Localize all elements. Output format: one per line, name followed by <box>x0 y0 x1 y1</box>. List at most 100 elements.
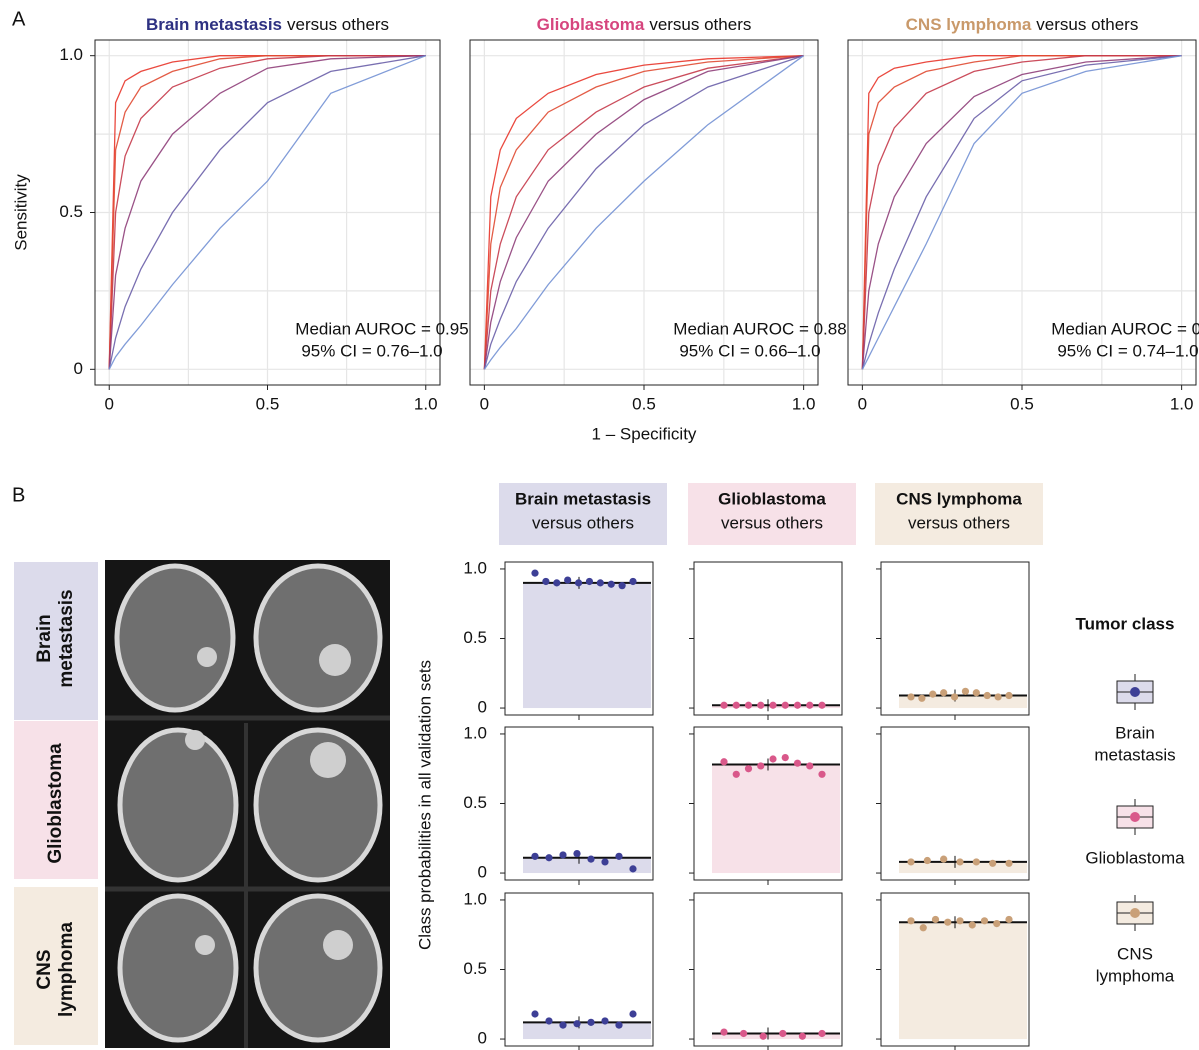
median-bar <box>712 764 840 874</box>
point <box>781 754 789 762</box>
y-tick-label: 1.0 <box>59 45 83 64</box>
point <box>956 858 964 866</box>
point <box>732 770 740 778</box>
title-class: Glioblastoma <box>537 15 645 34</box>
row-label: lymphoma <box>56 922 77 1017</box>
point <box>818 1029 826 1038</box>
y-axis-label: Sensitivity <box>11 174 30 251</box>
roc-curve <box>861 55 1182 370</box>
point <box>806 762 814 770</box>
point <box>585 577 594 586</box>
point <box>759 1032 767 1040</box>
point <box>720 701 728 709</box>
point <box>793 759 802 767</box>
point <box>607 580 615 588</box>
point <box>983 691 991 700</box>
column-subheader: versus others <box>721 513 823 532</box>
point <box>629 577 637 586</box>
y-axis-label: Class probabilities in all validation se… <box>415 660 434 950</box>
point <box>720 1028 728 1036</box>
column-header: Brain metastasis <box>515 489 651 508</box>
point <box>564 576 572 584</box>
point <box>907 693 915 701</box>
y-tick-label: 0.5 <box>463 793 487 812</box>
annotation: Median AUROC = 0.95 <box>295 319 468 338</box>
point <box>1005 915 1013 924</box>
x-tick-label: 0 <box>858 394 867 413</box>
point <box>1005 859 1013 867</box>
title-suffix: versus others <box>1036 15 1138 34</box>
x-tick-label: 0.5 <box>1010 394 1034 413</box>
point <box>559 851 567 859</box>
point <box>931 915 940 924</box>
column-header-bg <box>499 483 667 545</box>
y-tick-label: 0 <box>74 359 83 378</box>
median-bar <box>523 1022 651 1040</box>
row-label-bg <box>14 887 98 1045</box>
roc-curve <box>108 55 426 370</box>
point <box>907 917 915 925</box>
point <box>596 579 604 587</box>
row-label-bg <box>14 562 98 720</box>
x-tick-label: 0 <box>105 394 114 413</box>
row-label: Brain <box>34 614 55 663</box>
mri-images <box>105 560 390 1048</box>
y-tick-label: 0.5 <box>59 202 83 221</box>
y-tick-label: 0 <box>478 863 487 882</box>
x-tick-label: 1.0 <box>414 394 438 413</box>
column-header: Glioblastoma <box>718 489 826 508</box>
x-tick-label: 1.0 <box>1170 394 1194 413</box>
point <box>972 689 980 697</box>
point <box>740 1029 748 1038</box>
legend-dot <box>1130 687 1140 697</box>
annotation: 95% CI = 0.74–1.0 <box>1057 341 1198 360</box>
point <box>940 689 948 697</box>
point <box>950 693 959 701</box>
point <box>618 582 626 590</box>
point <box>944 918 952 926</box>
point <box>720 758 728 766</box>
annotation: Median AUROC = 0.95 <box>1051 319 1199 338</box>
point <box>545 1017 553 1025</box>
annotation: Median AUROC = 0.88 <box>673 319 846 338</box>
point <box>744 765 753 773</box>
chart-title: CNS lymphoma versus others <box>906 15 1139 34</box>
point <box>1005 691 1013 700</box>
point <box>793 701 802 709</box>
legend-dot <box>1130 812 1140 822</box>
roc-curve <box>108 55 427 370</box>
x-tick-label: 1.0 <box>792 394 816 413</box>
roc-curve <box>483 55 804 370</box>
row-label: metastasis <box>56 589 77 687</box>
point <box>542 577 550 586</box>
title-class: Brain metastasis <box>146 15 282 34</box>
point <box>601 858 609 866</box>
point <box>757 701 765 709</box>
chart-title: Brain metastasis versus others <box>146 15 389 34</box>
roc-curve <box>861 55 1182 370</box>
point <box>781 701 789 709</box>
column-header-bg <box>875 483 1043 545</box>
roc-curve <box>108 55 426 370</box>
x-tick-label: 0 <box>480 394 489 413</box>
column-header-bg <box>688 483 856 545</box>
point <box>968 921 976 929</box>
point <box>961 687 970 695</box>
row-label: Glioblastoma <box>45 743 66 864</box>
roc-curve <box>483 55 804 370</box>
point <box>601 1017 609 1025</box>
point <box>923 856 931 865</box>
point <box>545 854 553 862</box>
point <box>919 924 927 932</box>
point <box>769 755 777 763</box>
point <box>769 701 777 709</box>
legend-label: lymphoma <box>1096 966 1175 985</box>
mri-lesions <box>185 644 353 960</box>
title-suffix: versus others <box>287 15 389 34</box>
point <box>918 694 926 702</box>
roc-curve <box>861 55 1182 370</box>
column-subheader: versus others <box>532 513 634 532</box>
x-tick-label: 0.5 <box>632 394 656 413</box>
median-bar <box>899 922 1027 1040</box>
point <box>615 1021 623 1029</box>
